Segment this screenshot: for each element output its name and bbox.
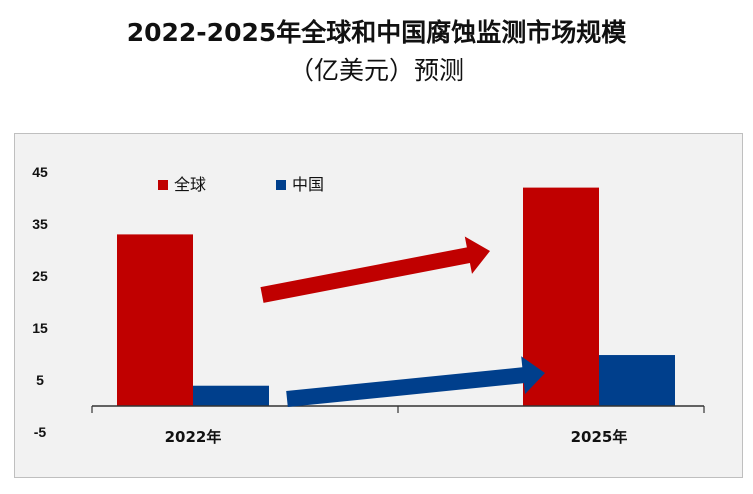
y-tick-label: 25 [32,268,48,284]
bar-global-0 [117,234,193,406]
chart-title: 2022-2025年全球和中国腐蚀监测市场规模 （亿美元）预测 [0,14,753,90]
growth-arrow-global [260,236,490,303]
title-line-2: （亿美元）预测 [288,56,464,85]
bar-china-0 [193,385,269,406]
y-tick-label: 5 [36,372,44,388]
legend-label: 中国 [292,175,324,194]
y-tick-label: 15 [32,320,48,336]
x-category-label: 2022年 [165,428,222,446]
bar-china-1 [599,355,675,406]
y-tick-label: -5 [34,424,47,440]
legend-swatch [276,180,286,190]
x-category-label: 2025年 [571,428,628,446]
y-tick-label: 45 [32,164,48,180]
y-tick-label: 35 [32,216,48,232]
title-line-1: 2022-2025年全球和中国腐蚀监测市场规模 [126,18,627,47]
legend-swatch [158,180,168,190]
growth-arrow-china [286,356,545,407]
legend-label: 全球 [174,175,206,194]
